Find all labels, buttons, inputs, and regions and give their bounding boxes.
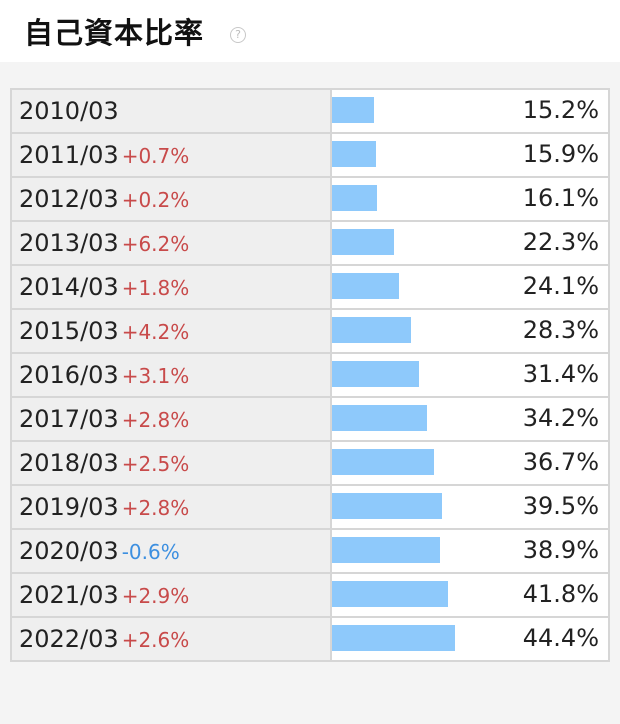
table-body: 2010/03 15.2% 2011/03 +0.7% 15.9% 2012/03 +0.2…: [10, 88, 610, 662]
bar-cell: 22.3%: [330, 220, 610, 266]
data-label: 38.9%: [522, 536, 599, 564]
table-row: 2022/03 +2.6% 44.4%: [10, 616, 610, 662]
tick-label: 2014/03: [19, 273, 119, 301]
bar: [332, 185, 377, 211]
help-icon[interactable]: ?: [230, 27, 246, 43]
row-label-cell: 2022/03 +2.6%: [10, 616, 332, 662]
table-row: 2013/03 +6.2% 22.3%: [10, 220, 610, 266]
tick-label: 2015/03: [19, 317, 119, 345]
bar: [332, 273, 399, 299]
tick-label: 2016/03: [19, 361, 119, 389]
tick-label: 2010/03: [19, 97, 119, 125]
table-row: 2020/03 -0.6% 38.9%: [10, 528, 610, 574]
bar: [332, 405, 428, 431]
bar-cell: 44.4%: [330, 616, 610, 662]
bar: [332, 97, 375, 123]
change-label: +0.7%: [121, 144, 190, 168]
row-label-cell: 2018/03 +2.5%: [10, 440, 332, 486]
bar: [332, 317, 411, 343]
tick-label: 2019/03: [19, 493, 119, 521]
change-label: +2.5%: [121, 452, 190, 476]
tick-label: 2021/03: [19, 581, 119, 609]
bar: [332, 537, 441, 563]
table-row: 2012/03 +0.2% 16.1%: [10, 176, 610, 222]
row-label-cell: 2021/03 +2.9%: [10, 572, 332, 618]
row-label-cell: 2020/03 -0.6%: [10, 528, 332, 574]
bar-cell: 31.4%: [330, 352, 610, 398]
change-label: +3.1%: [121, 364, 190, 388]
data-label: 24.1%: [522, 272, 599, 300]
change-label: +1.8%: [121, 276, 190, 300]
table-row: 2018/03 +2.5% 36.7%: [10, 440, 610, 486]
data-label: 39.5%: [522, 492, 599, 520]
bar-cell: 38.9%: [330, 528, 610, 574]
change-label: +2.9%: [121, 584, 190, 608]
change-label: +2.8%: [121, 408, 190, 432]
data-label: 36.7%: [522, 448, 599, 476]
tick-label: 2018/03: [19, 449, 119, 477]
table-row: 2010/03 15.2%: [10, 88, 610, 134]
table-row: 2017/03 +2.8% 34.2%: [10, 396, 610, 442]
bar-cell: 15.2%: [330, 88, 610, 134]
row-label-cell: 2014/03 +1.8%: [10, 264, 332, 310]
data-label: 22.3%: [522, 228, 599, 256]
tick-label: 2013/03: [19, 229, 119, 257]
bar: [332, 361, 420, 387]
tick-label: 2017/03: [19, 405, 119, 433]
table-row: 2016/03 +3.1% 31.4%: [10, 352, 610, 398]
data-label: 28.3%: [522, 316, 599, 344]
page-title: 自己資本比率: [24, 16, 205, 50]
data-label: 41.8%: [522, 580, 599, 608]
change-label: +2.6%: [121, 628, 190, 652]
row-label-cell: 2011/03 +0.7%: [10, 132, 332, 178]
change-label: +6.2%: [121, 232, 190, 256]
bar: [332, 493, 442, 519]
tick-label: 2011/03: [19, 141, 119, 169]
table-row: 2021/03 +2.9% 41.8%: [10, 572, 610, 618]
tick-label: 2022/03: [19, 625, 119, 653]
row-label-cell: 2015/03 +4.2%: [10, 308, 332, 354]
bar-cell: 36.7%: [330, 440, 610, 486]
data-label: 15.2%: [522, 96, 599, 124]
row-label-cell: 2010/03: [10, 88, 332, 134]
change-label: +4.2%: [121, 320, 190, 344]
bar-cell: 34.2%: [330, 396, 610, 442]
bar: [332, 625, 456, 651]
bar: [332, 581, 449, 607]
row-label-cell: 2013/03 +6.2%: [10, 220, 332, 266]
row-label-cell: 2016/03 +3.1%: [10, 352, 332, 398]
data-label: 31.4%: [522, 360, 599, 388]
bar-cell: 39.5%: [330, 484, 610, 530]
table-row: 2014/03 +1.8% 24.1%: [10, 264, 610, 310]
bar-cell: 15.9%: [330, 132, 610, 178]
table-row: 2011/03 +0.7% 15.9%: [10, 132, 610, 178]
change-label: +2.8%: [121, 496, 190, 520]
data-label: 16.1%: [522, 184, 599, 212]
bar-cell: 28.3%: [330, 308, 610, 354]
bar-cell: 16.1%: [330, 176, 610, 222]
tick-label: 2012/03: [19, 185, 119, 213]
bar: [332, 449, 435, 475]
bar: [332, 229, 394, 255]
data-label: 15.9%: [522, 140, 599, 168]
table-row: 2015/03 +4.2% 28.3%: [10, 308, 610, 354]
data-label: 44.4%: [522, 624, 599, 652]
equity-ratio-table: 2010/03 15.2% 2011/03 +0.7% 15.9% 2012/03 +0.2…: [10, 88, 610, 662]
bar-cell: 41.8%: [330, 572, 610, 618]
panel-header: 自己資本比率 ?: [0, 0, 620, 62]
data-label: 34.2%: [522, 404, 599, 432]
tick-label: 2020/03: [19, 537, 119, 565]
row-label-cell: 2019/03 +2.8%: [10, 484, 332, 530]
table-row: 2019/03 +2.8% 39.5%: [10, 484, 610, 530]
row-label-cell: 2012/03 +0.2%: [10, 176, 332, 222]
bar: [332, 141, 377, 167]
row-label-cell: 2017/03 +2.8%: [10, 396, 332, 442]
bar-cell: 24.1%: [330, 264, 610, 310]
change-label: +0.2%: [121, 188, 190, 212]
change-label: -0.6%: [121, 540, 180, 564]
